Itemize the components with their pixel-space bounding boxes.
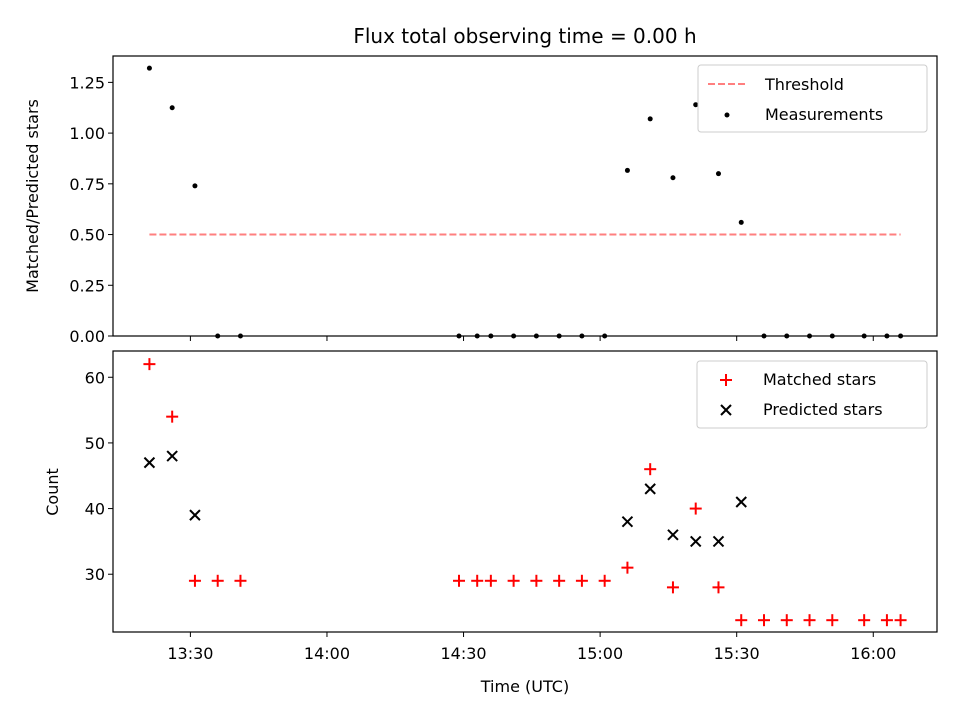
- bottom-x-tick-label: 13:30: [167, 644, 213, 663]
- measurement-point: [488, 333, 494, 339]
- matched-star-point: [575, 574, 588, 587]
- bottom-y-tick-label: 50: [85, 434, 105, 453]
- measurement-point: [602, 333, 608, 339]
- matched-star-point: [894, 614, 907, 627]
- top-y-tick-label: 0.75: [69, 175, 105, 194]
- measurement-point: [807, 333, 813, 339]
- measurement-point: [474, 333, 480, 339]
- measurement-point: [647, 116, 653, 122]
- matched-star-point: [826, 614, 839, 627]
- matched-star-point: [758, 614, 771, 627]
- top-axes-frame: [112, 55, 938, 337]
- measurement-point: [146, 65, 152, 71]
- bottom-y-tick-label: 30: [85, 565, 105, 584]
- bottom-y-tick-label: 40: [85, 500, 105, 519]
- measurement-point: [829, 333, 835, 339]
- bottom-y-tick-label: 60: [85, 368, 105, 387]
- matched-star-point: [644, 463, 657, 476]
- measurement-point: [861, 333, 867, 339]
- top-legend: Threshold Measurements: [697, 64, 928, 133]
- measurement-point: [192, 183, 198, 189]
- bottom-y-label: Count: [43, 468, 62, 516]
- measurement-point: [670, 175, 676, 181]
- measurement-point: [533, 333, 539, 339]
- predicted-star-point: [621, 515, 634, 528]
- bottom-x-tick-label: 16:00: [850, 644, 896, 663]
- bottom-x-tick-label: 15:00: [577, 644, 623, 663]
- top-axes: Matched/Predicted stars 0.00 0.25 0.50 0.75…: [23, 55, 938, 346]
- bottom-axes-frame: [112, 350, 938, 633]
- matched-star-point: [666, 581, 679, 594]
- legend-predicted-label: Predicted stars: [763, 400, 883, 419]
- measurement-point: [237, 333, 243, 339]
- top-y-tick-label: 0.25: [69, 276, 105, 295]
- matched-star-point: [803, 614, 816, 627]
- matched-star-point: [211, 574, 224, 587]
- top-y-tick-label: 0.50: [69, 226, 105, 245]
- matched-star-point: [689, 502, 702, 515]
- predicted-star-point: [143, 456, 156, 469]
- measurement-point: [898, 333, 904, 339]
- predicted-star-point: [712, 535, 725, 548]
- top-y-tick-label: 1.25: [69, 73, 105, 92]
- predicted-star-point: [735, 496, 747, 508]
- legend-measurements-swatch: [724, 112, 730, 118]
- top-y-label: Matched/Predicted stars: [23, 99, 42, 293]
- measurement-point: [761, 333, 767, 339]
- matched-star-point: [553, 574, 566, 587]
- matched-star-point: [166, 410, 179, 423]
- matched-star-point: [598, 574, 611, 587]
- matched-star-point: [507, 574, 520, 587]
- measurement-point: [784, 333, 790, 339]
- measurement-point: [884, 333, 890, 339]
- measurement-point: [511, 333, 517, 339]
- measurement-point: [579, 333, 585, 339]
- matched-star-point: [880, 614, 893, 627]
- predicted-star-point: [189, 509, 201, 521]
- bottom-axes: Count Time (UTC) 30 40 50 60 13:30 14:00 14:3…: [43, 350, 938, 696]
- measurement-point: [169, 105, 175, 111]
- legend-measurements-label: Measurements: [765, 105, 883, 124]
- measurement-point: [556, 333, 562, 339]
- legend-matched-label: Matched stars: [763, 370, 876, 389]
- measurement-point: [693, 102, 699, 108]
- matched-star-point: [484, 574, 497, 587]
- matched-star-point: [858, 614, 871, 627]
- measurement-point: [715, 171, 721, 177]
- matched-star-point: [143, 358, 156, 371]
- top-y-tick-label: 0.00: [69, 327, 105, 346]
- predicted-star-point: [166, 450, 178, 462]
- matched-star-point: [188, 574, 201, 587]
- matched-star-point: [530, 574, 543, 587]
- matched-star-point: [735, 614, 748, 627]
- top-y-tick-label: 1.00: [69, 124, 105, 143]
- measurement-point: [738, 219, 744, 225]
- matched-star-point: [621, 561, 634, 574]
- legend-predicted-swatch: [720, 404, 732, 416]
- chart-title: Flux total observing time = 0.00 h: [353, 24, 696, 48]
- measurement-point: [456, 333, 462, 339]
- matched-star-point: [234, 574, 247, 587]
- predicted-star-point: [644, 483, 656, 495]
- measurement-point: [624, 167, 630, 173]
- matched-star-point: [780, 614, 793, 627]
- matched-star-point: [452, 574, 465, 587]
- legend-threshold-label: Threshold: [764, 75, 844, 94]
- measurement-point: [215, 333, 221, 339]
- bottom-legend: Matched stars Predicted stars: [696, 360, 928, 429]
- predicted-star-point: [667, 529, 679, 541]
- legend-matched-swatch: [720, 374, 732, 386]
- bottom-x-tick-label: 15:30: [714, 644, 760, 663]
- bottom-x-tick-label: 14:30: [440, 644, 486, 663]
- predicted-star-point: [690, 535, 702, 548]
- bottom-x-label: Time (UTC): [480, 677, 569, 696]
- matched-star-point: [712, 581, 725, 594]
- matched-star-point: [471, 574, 484, 587]
- bottom-x-tick-label: 14:00: [304, 644, 350, 663]
